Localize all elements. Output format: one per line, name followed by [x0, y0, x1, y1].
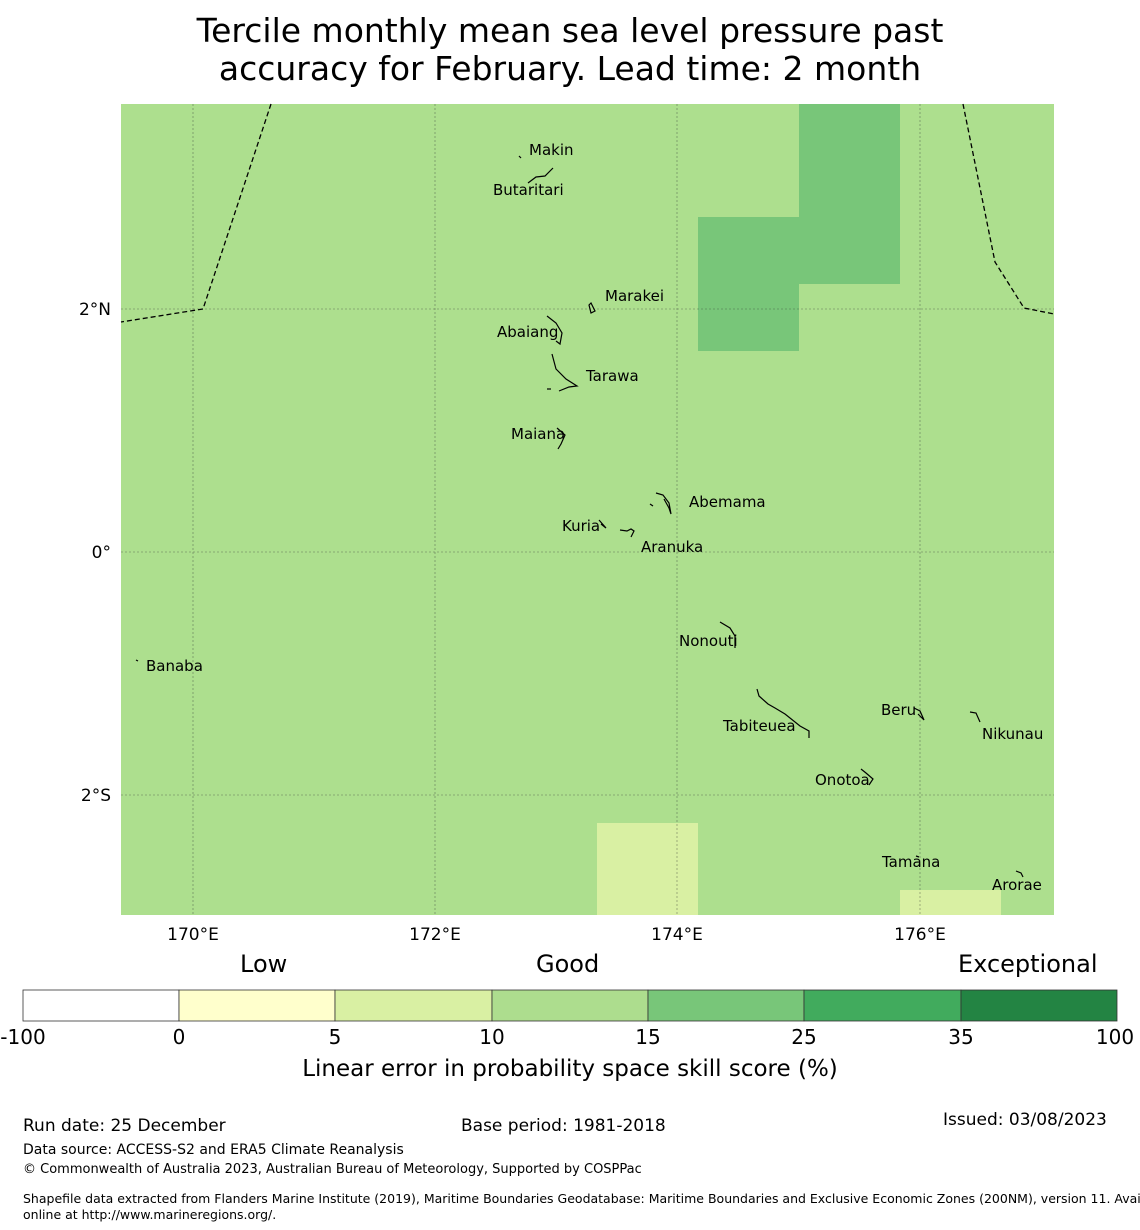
island-label-beru: Beru — [881, 701, 916, 719]
skill-cell-good-high — [799, 104, 900, 284]
island-label-abaiang: Abaiang — [497, 323, 558, 341]
copyright: © Commonwealth of Australia 2023, Austra… — [23, 1162, 642, 1177]
island-label-abemama: Abemama — [689, 493, 766, 511]
base-period: Base period: 1981-2018 — [461, 1116, 666, 1136]
island-label-nikunau: Nikunau — [982, 725, 1043, 743]
category-good: Good — [536, 950, 600, 978]
shapefile-credit: Shapefile data extracted from Flanders M… — [23, 1191, 1140, 1223]
issued-date: Issued: 03/08/2023 — [943, 1110, 1107, 1130]
run-date: Run date: 25 December — [23, 1116, 226, 1136]
island-label-nonouti: Nonouti — [679, 632, 738, 650]
shapefile-credit-line-2: online at http://www.marineregions.org/. — [23, 1207, 277, 1222]
island-label-arorae: Arorae — [992, 876, 1042, 894]
chart-title: Tercile monthly mean sea level pressure … — [0, 12, 1140, 88]
island-outlines — [135, 155, 1024, 878]
lat-label: 2°S — [81, 786, 111, 806]
island-label-tamana: Tamana — [881, 853, 940, 871]
colorbar-tick: 5 — [329, 1025, 342, 1049]
island-label-onotoa: Onotoa — [815, 771, 870, 789]
colorbar-segment — [960, 989, 1118, 1022]
colorbar-tick: 35 — [948, 1025, 973, 1049]
island-label-butaritari: Butaritari — [493, 181, 564, 199]
colorbar-segment — [647, 989, 805, 1022]
colorbar-segment — [178, 989, 336, 1022]
skill-cell-good-high — [698, 217, 799, 351]
island-label-tarawa: Tarawa — [585, 367, 639, 385]
colorbar-segment — [491, 989, 649, 1022]
colorbar-tick: 0 — [173, 1025, 186, 1049]
eez-boundary — [120, 103, 1055, 323]
shapefile-credit-line-1: Shapefile data extracted from Flanders M… — [23, 1191, 1140, 1206]
colorbar-segment — [334, 989, 493, 1022]
island-label-aranuka: Aranuka — [641, 538, 703, 556]
colorbar-segment — [803, 989, 962, 1022]
map-background — [121, 104, 1054, 915]
gridlines — [121, 104, 1054, 915]
lat-label: 2°N — [79, 300, 111, 320]
island-label-kuria: Kuria — [562, 517, 600, 535]
colorbar — [22, 989, 1118, 1022]
skill-cell-low — [597, 823, 698, 915]
skill-cell-low — [900, 890, 1001, 915]
colorbar-tick: -100 — [0, 1025, 45, 1049]
lon-label: 172°E — [409, 925, 461, 945]
title-line-1: Tercile monthly mean sea level pressure … — [196, 11, 944, 50]
island-label-makin: Makin — [529, 141, 574, 159]
title-line-2: accuracy for February. Lead time: 2 mont… — [218, 49, 922, 88]
lat-label: 0° — [92, 543, 111, 563]
data-source: Data source: ACCESS-S2 and ERA5 Climate … — [23, 1142, 404, 1158]
colorbar-tick: 15 — [635, 1025, 660, 1049]
colorbar-label: Linear error in probability space skill … — [302, 1056, 838, 1082]
lon-label: 174°E — [651, 925, 703, 945]
lon-label: 170°E — [167, 925, 219, 945]
colorbar-tick: 25 — [791, 1025, 816, 1049]
island-label-banaba: Banaba — [146, 657, 203, 675]
lon-label: 176°E — [894, 925, 946, 945]
colorbar-tick: 100 — [1096, 1025, 1134, 1049]
island-label-maiana: Maiana — [511, 425, 565, 443]
category-low: Low — [240, 950, 288, 978]
colorbar-segment — [22, 989, 180, 1022]
island-label-tabiteuea: Tabiteuea — [722, 717, 796, 735]
colorbar-tick: 10 — [479, 1025, 504, 1049]
category-exceptional: Exceptional — [958, 950, 1098, 978]
island-label-marakei: Marakei — [605, 287, 664, 305]
